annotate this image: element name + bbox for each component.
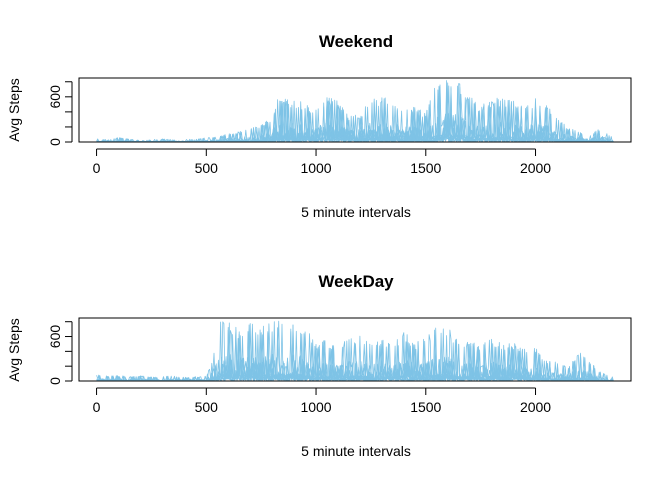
x-tick-label: 2000: [520, 399, 551, 415]
weekend-plot-frame: [78, 77, 632, 143]
weekday-plot-frame: [78, 317, 632, 382]
x-tick-label: 500: [195, 160, 219, 176]
x-tick-label: 2000: [520, 160, 551, 176]
x-tick-label: 1500: [410, 399, 441, 415]
weekday-x-axis: 0 500 1000 1500 2000: [93, 387, 551, 415]
x-tick-label: 500: [195, 399, 219, 415]
weekday-x-axis-label: 5 minute intervals: [301, 443, 411, 459]
y-tick-label: 600: [47, 325, 63, 349]
weekend-x-axis-label: 5 minute intervals: [301, 204, 411, 220]
weekend-y-axis-label: Avg Steps: [6, 78, 22, 142]
x-tick-label: 0: [93, 399, 101, 415]
x-tick-label: 1000: [300, 160, 331, 176]
weekend-y-axis: 0 600: [47, 81, 73, 146]
weekend-series: [96, 80, 614, 143]
x-tick-label: 0: [93, 160, 101, 176]
weekend-title: Weekend: [319, 32, 393, 51]
weekday-y-axis-label: Avg Steps: [6, 318, 22, 382]
y-tick-label: 0: [47, 377, 63, 385]
x-tick-label: 1500: [410, 160, 441, 176]
weekend-panel: Weekend Avg Steps 5 minute intervals 0 50…: [6, 32, 632, 220]
weekday-title: WeekDay: [318, 272, 394, 291]
series-line: [96, 331, 614, 382]
weekend-x-axis: 0 500 1000 1500 2000: [93, 148, 551, 176]
x-tick-label: 1000: [300, 399, 331, 415]
y-tick-label: 0: [47, 138, 63, 146]
y-tick-label: 600: [47, 85, 63, 109]
weekday-y-axis: 0 600: [47, 321, 73, 385]
weekday-series: [96, 320, 614, 382]
weekday-panel: WeekDay Avg Steps 5 minute intervals 0 50…: [6, 272, 632, 459]
